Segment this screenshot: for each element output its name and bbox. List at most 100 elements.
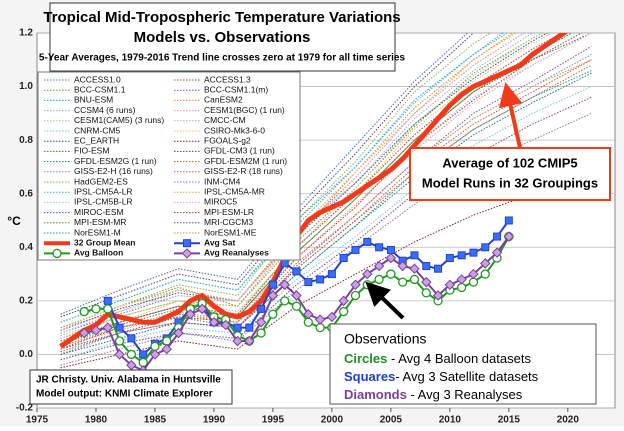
legend-label: Avg Sat	[204, 237, 236, 247]
legend-label: HadGEM2-ES	[74, 176, 128, 186]
square-marker	[351, 245, 360, 254]
model-line	[60, 33, 544, 329]
square-marker	[504, 216, 513, 225]
diamond-marker	[480, 258, 491, 269]
model-line	[60, 72, 592, 355]
model-line	[60, 86, 592, 361]
circle-marker	[150, 341, 160, 352]
legend-label: Avg Balloon	[74, 248, 123, 258]
legend-label: NorESM1-M	[74, 227, 121, 237]
circle-marker	[398, 277, 408, 287]
legend-label: BNU-ESM	[74, 95, 113, 105]
square-marker	[233, 323, 242, 332]
square-marker	[457, 251, 466, 260]
y-tick-label: 0.4	[19, 242, 33, 253]
legend-label: MIROC5	[204, 197, 237, 207]
circle-marker	[291, 301, 302, 311]
square-marker	[386, 245, 395, 254]
square-marker	[183, 239, 191, 248]
square-marker	[257, 304, 266, 313]
model-line	[60, 33, 517, 329]
diamond-marker	[314, 314, 326, 325]
diamond-marker	[255, 317, 267, 328]
x-tick-label: 1980	[85, 415, 108, 426]
x-tick-label: 1985	[144, 415, 167, 426]
observations-line: Circles - Avg 4 Balloon datasets	[344, 351, 531, 366]
legend-label: GFDL-ESM2G (1 run)	[74, 156, 157, 166]
diamond-marker	[196, 303, 208, 315]
square-marker	[493, 232, 502, 241]
square-marker	[410, 251, 419, 260]
circle-marker	[339, 306, 349, 317]
diamond-marker	[456, 274, 467, 285]
diamond-marker	[491, 247, 503, 258]
square-marker	[292, 267, 301, 276]
diamond-marker	[114, 349, 125, 360]
legend-label: CNRM-CM5	[74, 125, 121, 135]
legend-label: CCSM4 (6 runs)	[74, 105, 136, 115]
legend-label: GFDL-ESM2M (1 run)	[204, 156, 287, 166]
legend-label: MPI-ESM-MR	[74, 217, 126, 227]
circle-marker	[268, 309, 278, 319]
legend-label: ACCESS1.3	[204, 74, 251, 84]
diamond-marker	[444, 279, 456, 290]
circle-marker	[103, 304, 113, 314]
legend-label: GISS-E2-H (16 runs)	[74, 166, 153, 176]
circle-marker	[386, 269, 396, 279]
diamond-marker	[181, 248, 193, 259]
observations-key: Circles	[344, 351, 387, 366]
legend-label: NorESM1-ME	[204, 227, 257, 237]
diamond-marker	[338, 295, 349, 307]
y-tick-label: -0.2	[16, 403, 34, 414]
circle-marker	[468, 277, 479, 287]
square-marker	[481, 243, 490, 252]
legend-label: CESM1(BGC) (1 run)	[204, 105, 285, 115]
diamond-marker	[303, 309, 314, 320]
annotation: Model Runs in 32 Groupings	[422, 175, 598, 190]
circle-marker	[280, 296, 290, 306]
title-box	[49, 2, 396, 72]
square-marker	[115, 323, 124, 332]
square-marker	[327, 270, 336, 279]
chart-subtitle: 5-Year Averages, 1979-2016 Trend line cr…	[39, 53, 406, 64]
diamond-marker	[185, 309, 196, 320]
observations-text: - Avg 3 Reanalyses	[407, 387, 523, 402]
observations-text: - Avg 4 Balloon datasets	[387, 351, 531, 366]
diamond-marker	[291, 290, 302, 301]
legend-label: ACCESS1.0	[74, 74, 121, 84]
diamond-marker	[161, 343, 172, 355]
observations-arrow	[365, 281, 405, 320]
diamond-marker	[267, 290, 279, 301]
diamond-marker	[244, 335, 255, 347]
y-tick-label: 0.8	[19, 135, 33, 146]
circle-marker	[457, 282, 467, 293]
diamond-marker	[90, 325, 102, 336]
legend-label: FGOALS-g2	[204, 135, 251, 145]
square-marker	[434, 264, 443, 273]
legend-label: 32 Group Mean	[74, 237, 135, 247]
model-line	[60, 33, 475, 318]
model-line	[60, 33, 509, 323]
legend-label: GFDL-CM3 (1 run)	[204, 146, 275, 156]
legend-label: CMCC-CM	[204, 115, 246, 125]
y-tick-label: 0.2	[19, 295, 33, 306]
model-line	[60, 59, 592, 347]
square-marker	[339, 254, 348, 262]
diamond-marker	[362, 268, 373, 280]
legend-box	[37, 71, 301, 261]
x-tick-label: 2015	[498, 415, 521, 426]
y-tick-label: 0.6	[19, 188, 33, 199]
y-tick-label: 1.0	[19, 81, 33, 92]
legend-label: CSIRO-Mk3-6-0	[204, 125, 265, 135]
x-tick-label: 2000	[321, 415, 344, 426]
circle-marker	[256, 328, 266, 338]
circle-marker	[315, 322, 325, 333]
square-marker	[139, 350, 148, 359]
diamond-marker	[385, 252, 397, 264]
circle-marker	[52, 248, 62, 259]
square-marker	[304, 278, 313, 287]
diamond-marker	[468, 268, 479, 280]
diamond-marker	[78, 327, 90, 339]
chart-title: Tropical Mid-Tropospheric Temperature Va…	[43, 9, 400, 26]
y-tick-label: 0.0	[19, 349, 33, 360]
